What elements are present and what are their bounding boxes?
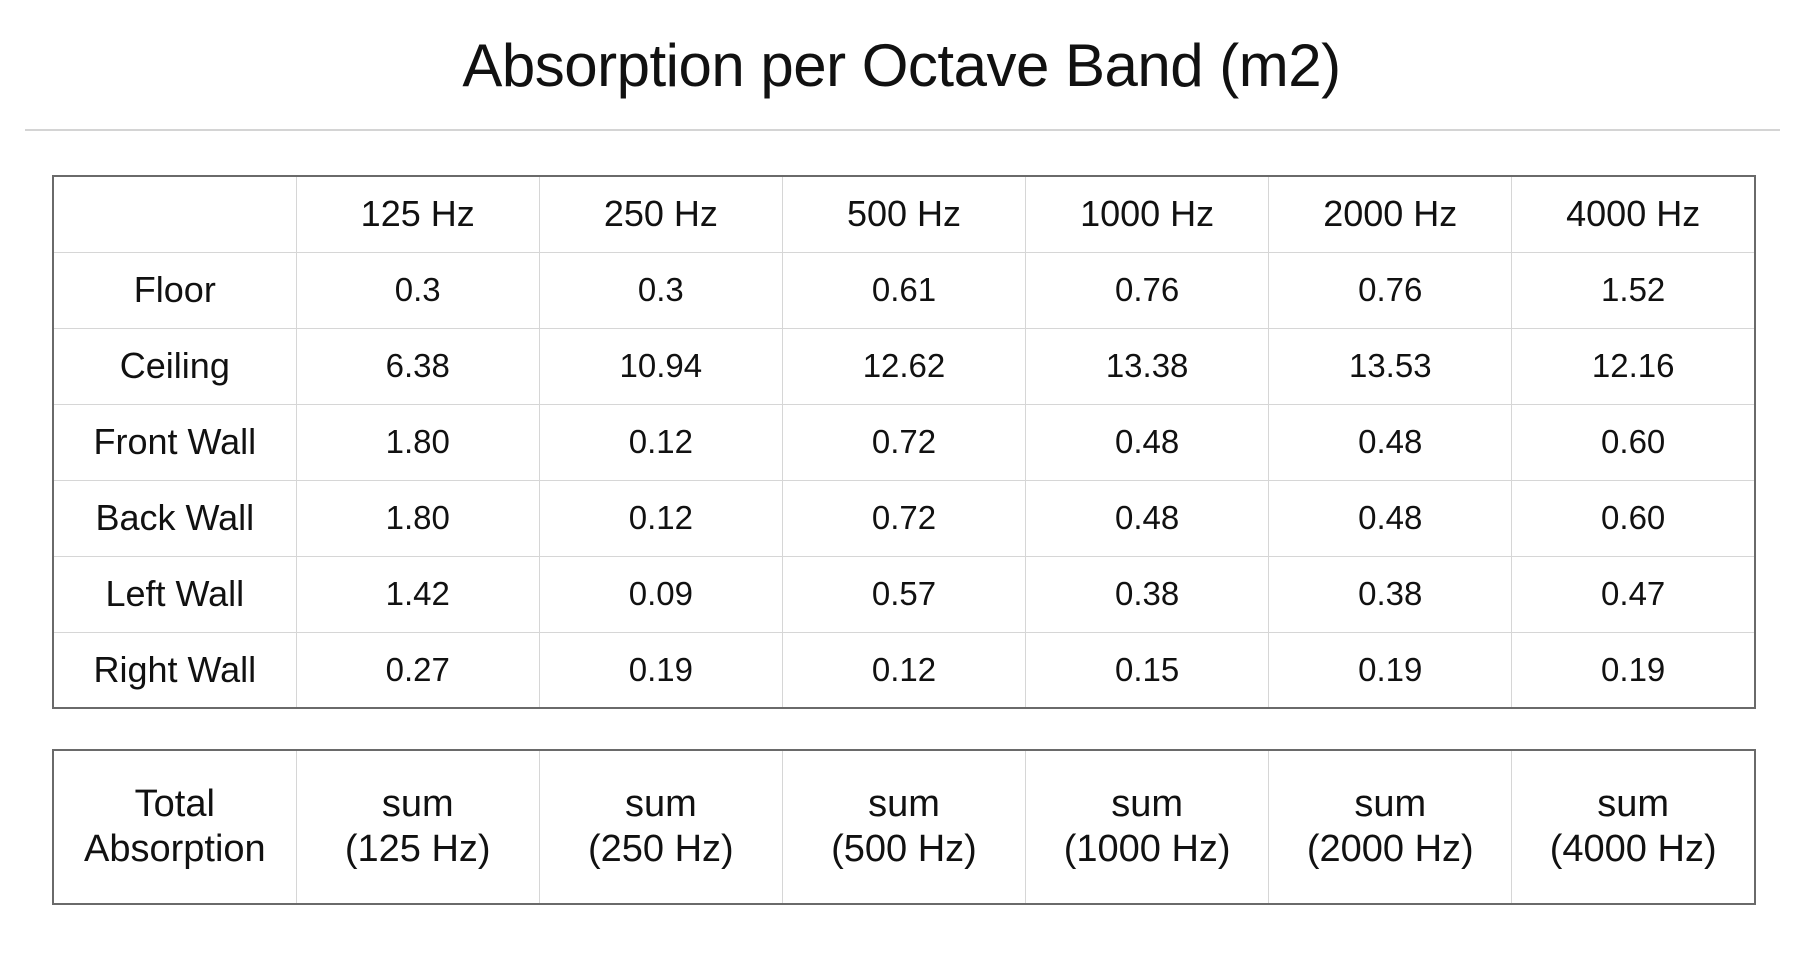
table-cell: 0.12 <box>538 403 783 481</box>
row-label: Back Wall <box>52 479 297 557</box>
total-cell-line: sum <box>624 783 697 825</box>
total-label-line: Total <box>134 783 215 825</box>
table-cell: 0.72 <box>781 479 1027 557</box>
total-cell-1000hz: sum (1000 Hz) <box>1025 749 1270 905</box>
row-label: Ceiling <box>52 327 297 405</box>
table-cell: 0.48 <box>1025 403 1270 481</box>
table-cell: 10.94 <box>538 327 783 405</box>
table-cell: 0.72 <box>781 403 1027 481</box>
column-header-4000hz: 4000 Hz <box>1511 175 1756 253</box>
row-label: Right Wall <box>52 631 297 709</box>
total-cell-line: (1000 Hz) <box>1063 828 1231 870</box>
total-label-line: Absorption <box>83 828 266 870</box>
header-row: 125 Hz 250 Hz 500 Hz 1000 Hz 2000 Hz 400… <box>52 175 1756 253</box>
table-cell: 0.38 <box>1025 555 1270 633</box>
table-cell: 0.09 <box>538 555 783 633</box>
table-row-right-wall: Right Wall 0.27 0.19 0.12 0.15 0.19 0.19 <box>52 631 1756 709</box>
total-cell-line: (2000 Hz) <box>1306 828 1474 870</box>
table-cell: 0.19 <box>1268 631 1513 709</box>
table-cell: 0.19 <box>1511 631 1756 709</box>
row-label: Front Wall <box>52 403 297 481</box>
table-cell: 12.16 <box>1511 327 1756 405</box>
table-cell: 13.53 <box>1268 327 1513 405</box>
table-cell: 0.60 <box>1511 403 1756 481</box>
total-cell-line: sum <box>868 783 940 825</box>
table-cell: 0.15 <box>1025 631 1270 709</box>
table-cell: 0.27 <box>295 631 540 709</box>
total-absorption-table: Total Absorption sum (125 Hz) sum (250 H… <box>52 749 1756 905</box>
column-header-1000hz: 1000 Hz <box>1025 175 1270 253</box>
table-cell: 1.52 <box>1511 251 1756 329</box>
table-cell: 0.47 <box>1511 555 1756 633</box>
table-cell: 0.12 <box>781 631 1027 709</box>
table-cell: 0.57 <box>781 555 1027 633</box>
total-row: Total Absorption sum (125 Hz) sum (250 H… <box>52 749 1756 905</box>
column-header-250hz: 250 Hz <box>538 175 783 253</box>
title-divider <box>25 129 1780 131</box>
table-row-back-wall: Back Wall 1.80 0.12 0.72 0.48 0.48 0.60 <box>52 479 1756 557</box>
table-cell: 0.48 <box>1268 479 1513 557</box>
table-cell: 12.62 <box>781 327 1027 405</box>
table-cell: 0.61 <box>781 251 1027 329</box>
total-cell-line: (125 Hz) <box>344 828 491 870</box>
table-cell: 0.76 <box>1268 251 1513 329</box>
table-cell: 0.48 <box>1025 479 1270 557</box>
table-row-ceiling: Ceiling 6.38 10.94 12.62 13.38 13.53 12.… <box>52 327 1756 405</box>
table-cell: 0.19 <box>538 631 783 709</box>
total-cell-line: (250 Hz) <box>587 828 734 870</box>
table-cell: 0.3 <box>538 251 783 329</box>
table-cell: 13.38 <box>1025 327 1270 405</box>
total-cell-500hz: sum (500 Hz) <box>781 749 1027 905</box>
total-cell-2000hz: sum (2000 Hz) <box>1268 749 1513 905</box>
table-cell: 0.48 <box>1268 403 1513 481</box>
table-cell: 6.38 <box>295 327 540 405</box>
table-row-floor: Floor 0.3 0.3 0.61 0.76 0.76 1.52 <box>52 251 1756 329</box>
total-label-cell: Total Absorption <box>52 749 297 905</box>
table-cell: 0.38 <box>1268 555 1513 633</box>
absorption-table: 125 Hz 250 Hz 500 Hz 1000 Hz 2000 Hz 400… <box>52 175 1756 709</box>
total-cell-line: (4000 Hz) <box>1549 828 1717 870</box>
total-cell-250hz: sum (250 Hz) <box>538 749 783 905</box>
table-cell: 0.3 <box>295 251 540 329</box>
row-label: Left Wall <box>52 555 297 633</box>
table-cell: 1.80 <box>295 479 540 557</box>
table-row-front-wall: Front Wall 1.80 0.12 0.72 0.48 0.48 0.60 <box>52 403 1756 481</box>
table-cell: 0.12 <box>538 479 783 557</box>
table-cell: 0.76 <box>1025 251 1270 329</box>
total-cell-line: sum <box>381 783 454 825</box>
column-header-500hz: 500 Hz <box>781 175 1027 253</box>
row-label: Floor <box>52 251 297 329</box>
total-cell-line: (500 Hz) <box>831 828 977 870</box>
page-title: Absorption per Octave Band (m2) <box>462 32 1341 99</box>
total-cell-4000hz: sum (4000 Hz) <box>1511 749 1756 905</box>
column-header-2000hz: 2000 Hz <box>1268 175 1513 253</box>
table-cell: 1.80 <box>295 403 540 481</box>
column-header-125hz: 125 Hz <box>295 175 540 253</box>
table-cell: 1.42 <box>295 555 540 633</box>
corner-cell <box>52 175 297 253</box>
total-cell-line: sum <box>1111 783 1184 825</box>
total-cell-line: sum <box>1354 783 1427 825</box>
total-cell-125hz: sum (125 Hz) <box>295 749 540 905</box>
table-row-left-wall: Left Wall 1.42 0.09 0.57 0.38 0.38 0.47 <box>52 555 1756 633</box>
total-cell-line: sum <box>1597 783 1670 825</box>
table-cell: 0.60 <box>1511 479 1756 557</box>
